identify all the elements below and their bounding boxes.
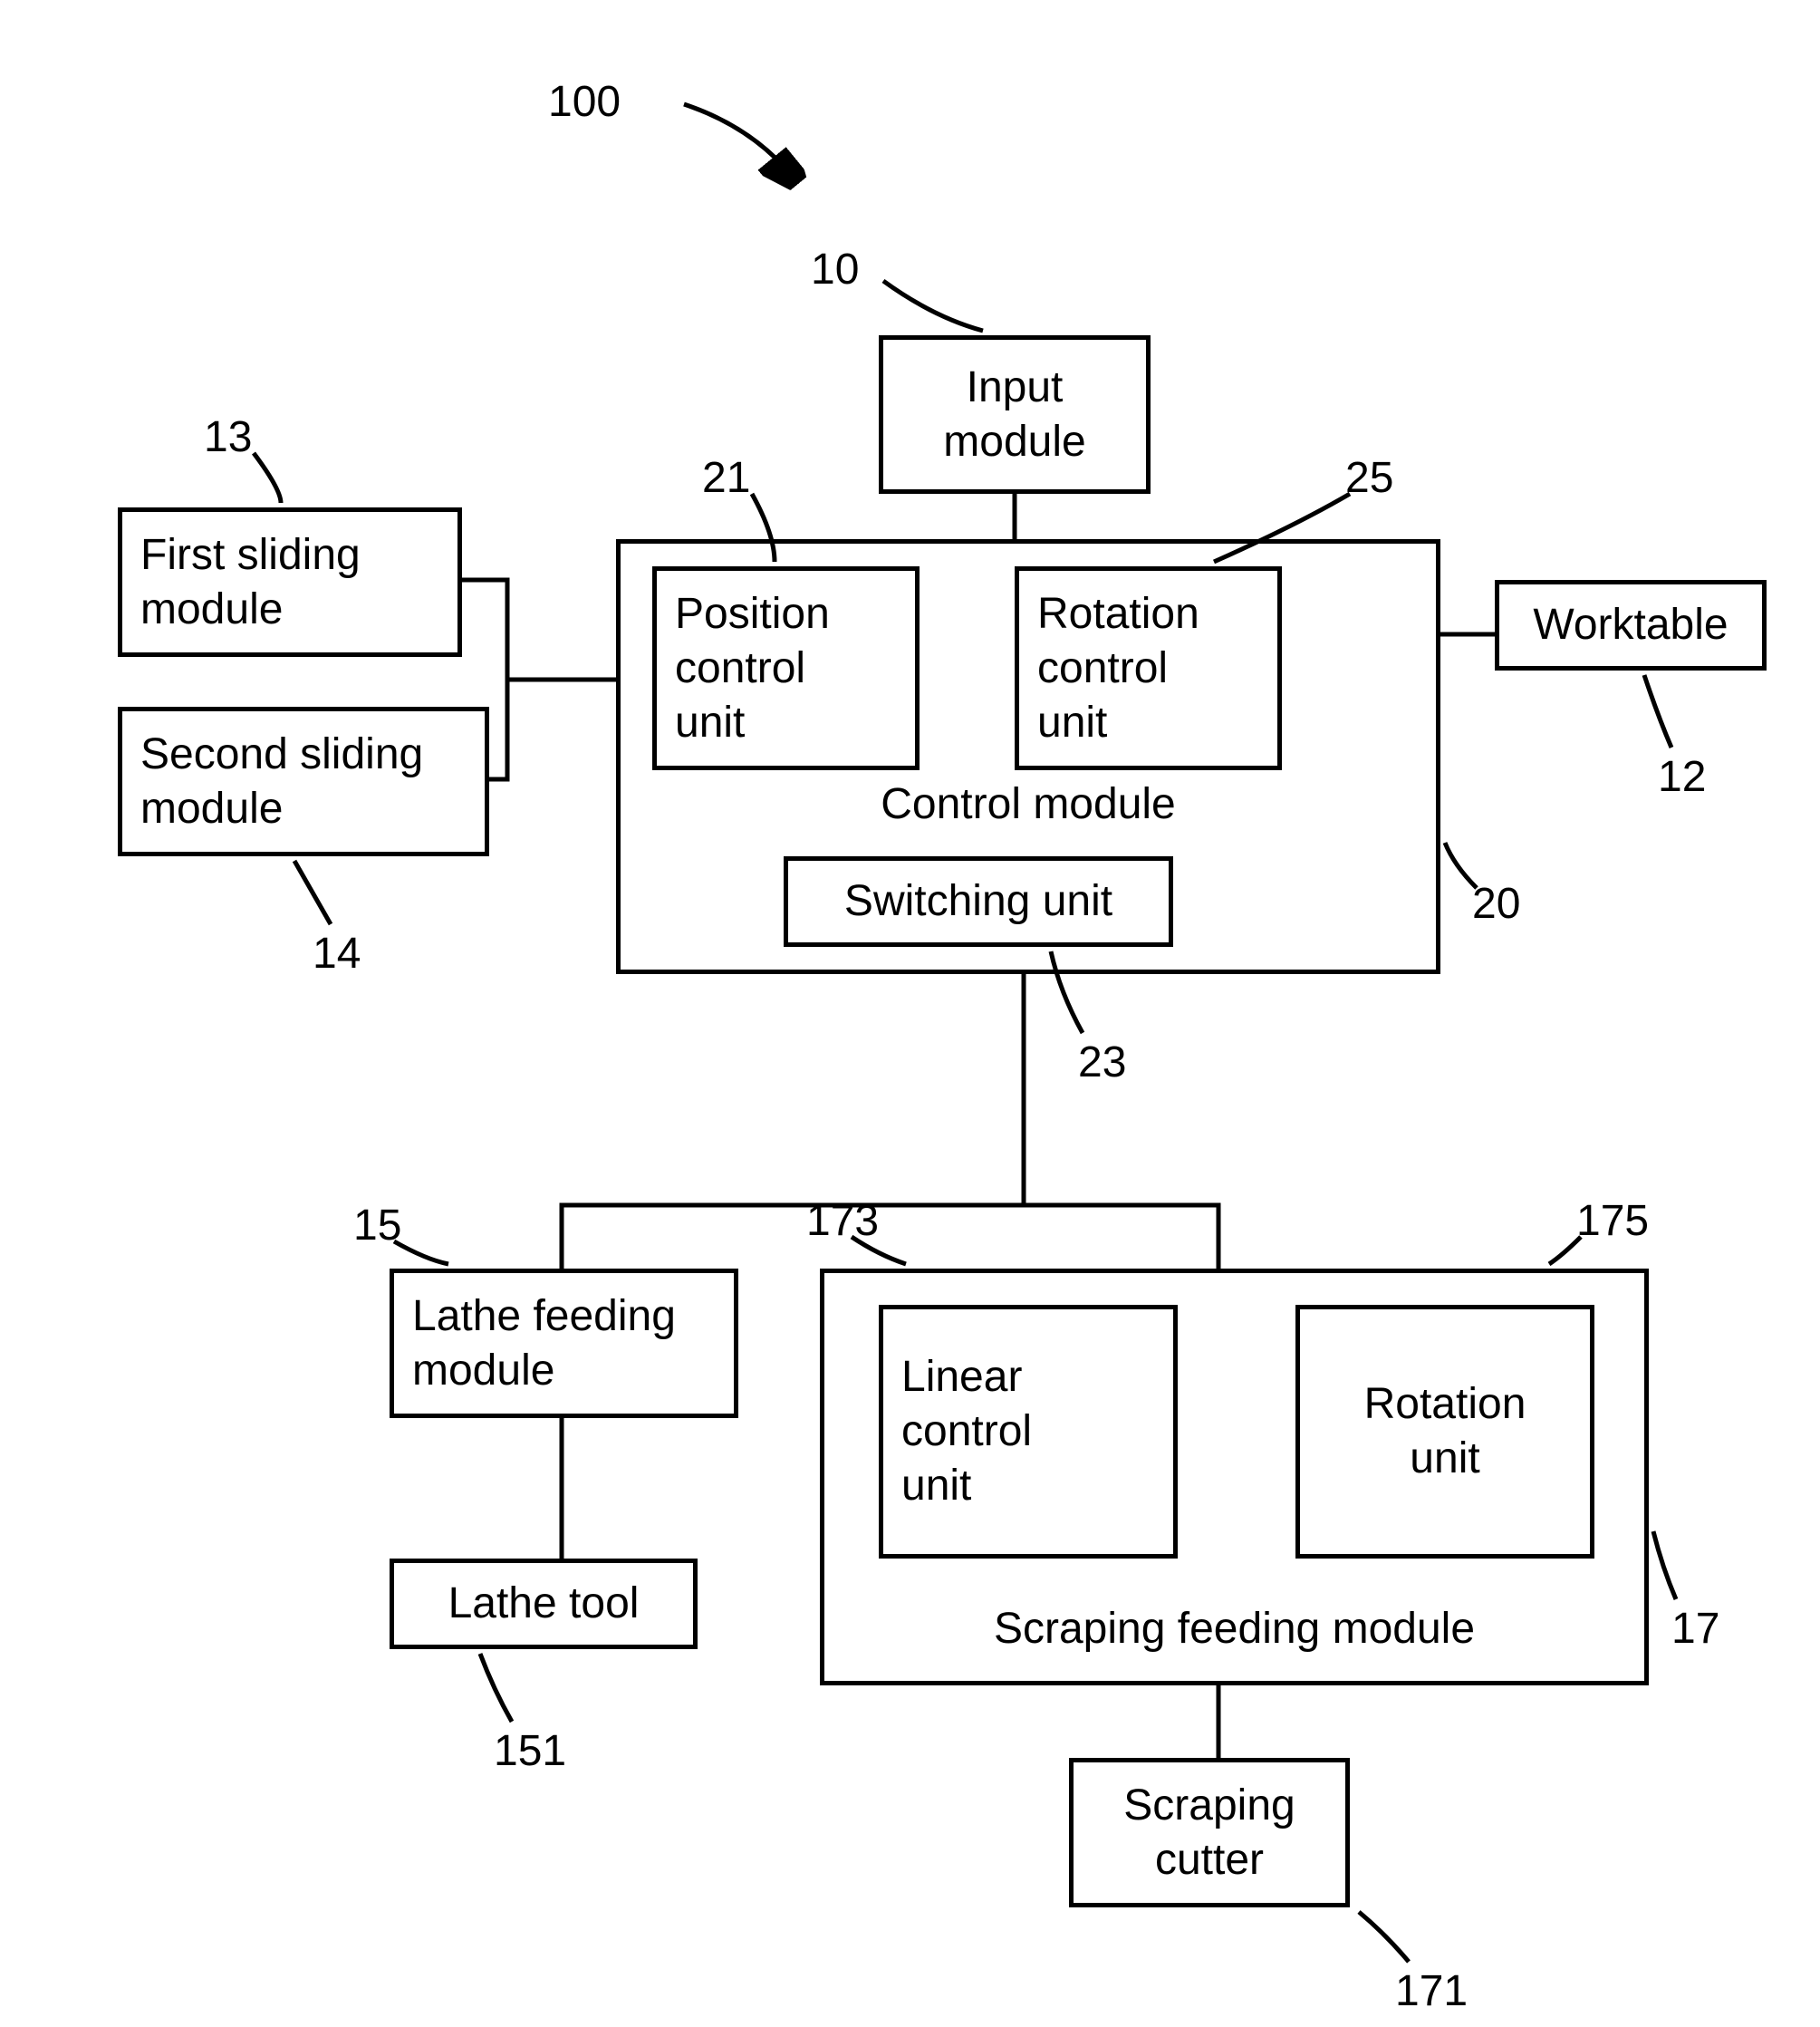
lathe-feeding-text: Lathe feedingmodule [412, 1289, 676, 1398]
scraping-module-label-text: Scraping feeding module [994, 1605, 1475, 1653]
ref-171: 171 [1395, 1966, 1468, 2016]
second-sliding-box: Second slidingmodule [118, 707, 489, 856]
ref-21: 21 [702, 453, 750, 503]
rotation-control-text: Rotationcontrolunit [1037, 587, 1199, 750]
linear-control-box: Linearcontrolunit [879, 1305, 1178, 1559]
rotation-unit-text: Rotationunit [1364, 1377, 1526, 1486]
ref-15: 15 [353, 1201, 401, 1250]
ref-12: 12 [1658, 752, 1706, 802]
second-sliding-text: Second slidingmodule [140, 728, 423, 836]
linear-control-text: Linearcontrolunit [901, 1350, 1032, 1513]
lathe-feeding-box: Lathe feedingmodule [390, 1269, 738, 1418]
control-module-label-text: Control module [881, 780, 1176, 828]
input-module-box: Inputmodule [879, 335, 1151, 494]
ref-175: 175 [1576, 1196, 1649, 1246]
worktable-text: Worktable [1533, 598, 1728, 652]
ref-13: 13 [204, 412, 252, 462]
switching-unit-text: Switching unit [844, 874, 1112, 929]
lathe-tool-text: Lathe tool [448, 1577, 640, 1631]
scraping-cutter-box: Scrapingcutter [1069, 1758, 1350, 1907]
ref-25: 25 [1345, 453, 1393, 503]
scraping-module-label: Scraping feeding module [820, 1604, 1649, 1654]
ref-17: 17 [1671, 1604, 1719, 1654]
scraping-cutter-text: Scrapingcutter [1123, 1779, 1295, 1887]
diagram-lines [0, 0, 1820, 2027]
ref-100: 100 [548, 77, 621, 127]
ref-23: 23 [1078, 1038, 1126, 1087]
rotation-unit-box: Rotationunit [1295, 1305, 1594, 1559]
input-module-text: Inputmodule [943, 361, 1085, 469]
ref-173: 173 [806, 1196, 879, 1246]
ref-20: 20 [1472, 879, 1520, 929]
ref-14: 14 [313, 929, 361, 979]
lathe-tool-box: Lathe tool [390, 1559, 698, 1649]
position-control-text: Positioncontrolunit [675, 587, 830, 750]
switching-unit-box: Switching unit [784, 856, 1173, 947]
worktable-box: Worktable [1495, 580, 1767, 671]
ref-151: 151 [494, 1726, 566, 1776]
first-sliding-text: First slidingmodule [140, 528, 361, 637]
rotation-control-box: Rotationcontrolunit [1015, 566, 1282, 770]
position-control-box: Positioncontrolunit [652, 566, 920, 770]
control-module-label: Control module [616, 779, 1440, 829]
first-sliding-box: First slidingmodule [118, 507, 462, 657]
ref-10: 10 [811, 245, 859, 294]
